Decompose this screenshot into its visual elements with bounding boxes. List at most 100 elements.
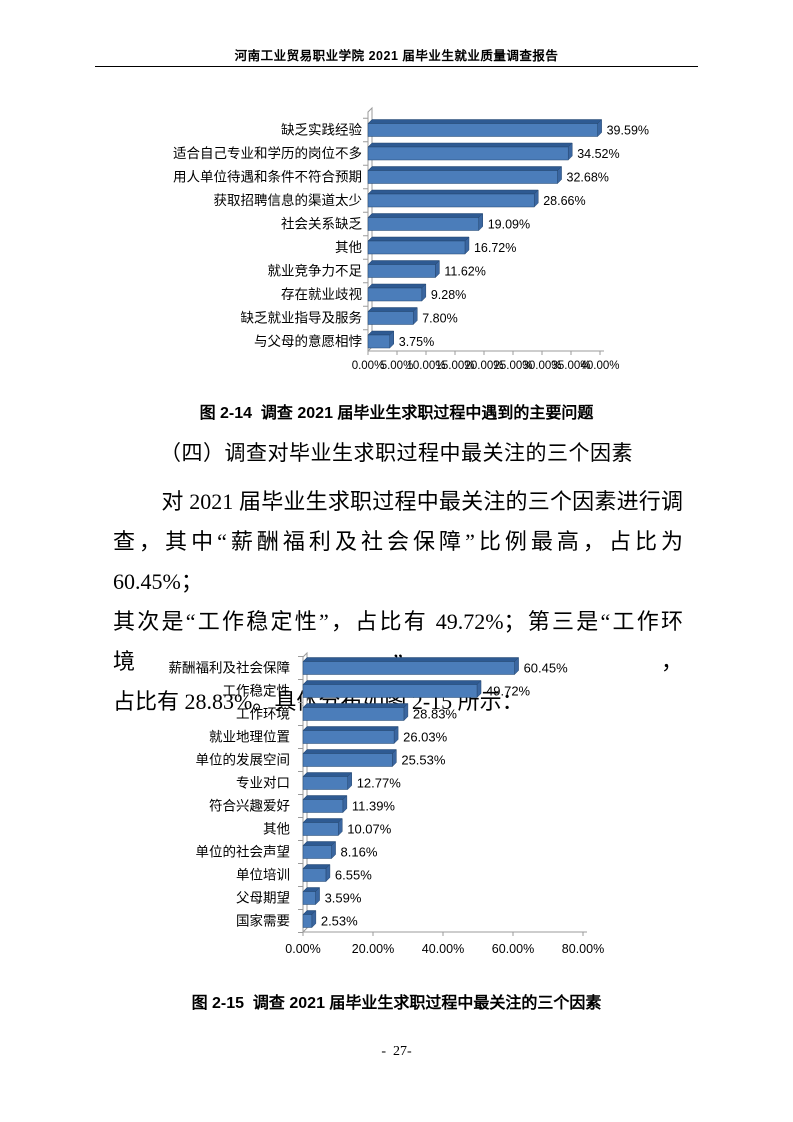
value-label: 7.80% [422,312,457,326]
figure-2-15-chart: 薪酬福利及社会保障 60.45% 工作稳定性 49.72% 工作环境 28.83% 就业地理… [160,645,665,969]
bar [302,684,478,698]
category-label: 社会关系缺乏 [281,217,362,232]
value-label: 3.75% [399,335,434,349]
category-label: 用人单位待遇和条件不符合预期 [173,169,362,185]
figure-2-15-caption: 图 2-15 调查 2021 届毕业生求职过程中最关注的三个因素 [191,995,602,1012]
category-label: 就业竞争力不足 [268,263,363,279]
bar [367,217,479,231]
value-label: 28.83% [413,707,458,722]
bar [302,730,395,744]
chart-canvas: 缺乏实践经验 39.59% 适合自己专业和学历的岗位不多 34.52% 用人单位待遇和条… [173,106,649,372]
bar-top-face [367,330,395,336]
page-number: - 27- [381,1044,412,1059]
bar [367,123,598,137]
x-tick-label: 25.00% [493,360,532,372]
bar-top-face [367,166,563,171]
bar [302,707,405,721]
value-label: 2.53% [321,914,358,929]
bar-top-face [367,142,573,148]
bar-top-face [302,772,353,777]
x-tick-label: 5.00% [381,360,414,372]
figure-2-14-caption: 图 2-14 调查 2021 届毕业生求职过程中遇到的主要问题 [199,405,594,422]
x-tick-label: 40.00% [580,360,619,372]
figure-2-14-chart: 缺乏实践经验 39.59% 适合自己专业和学历的岗位不多 34.52% 用人单位待遇和条… [170,95,662,385]
value-label: 11.39% [352,799,396,814]
category-label: 单位培训 [236,868,290,883]
value-label: 26.03% [403,730,448,745]
bar [302,799,344,813]
x-tick-label: 40.00% [422,942,464,956]
category-label: 适合自己专业和学历的岗位不多 [173,145,362,161]
bar [367,146,569,161]
value-label: 32.68% [567,171,609,185]
x-tick-label: 20.00% [464,360,503,372]
value-label: 10.07% [347,822,392,837]
category-label: 符合兴趣爱好 [209,799,290,814]
category-label: 就业地理位置 [209,730,290,745]
bar-top-face [302,703,409,708]
category-label: 父母期望 [236,891,290,906]
bar [367,334,390,349]
category-label: 与父母的意愿相悖 [254,333,362,349]
category-label: 单位的发展空间 [196,753,291,768]
x-tick-label: 80.00% [562,942,604,956]
bar-top-face [367,189,539,195]
bar-top-face [302,680,482,685]
category-label: 国家需要 [236,913,290,929]
category-label: 工作环境 [236,707,290,722]
x-tick-label: 10.00% [406,360,445,372]
bar-top-face [367,236,470,242]
bar-top-face [302,818,343,823]
value-label: 49.72% [486,684,531,699]
bar-top-face [367,119,603,124]
value-label: 28.66% [543,194,585,208]
bar-top-face [302,749,397,754]
value-label: 3.59% [325,891,362,906]
category-label: 其他 [335,240,362,255]
x-tick-label: 35.00% [551,360,590,372]
bar [302,891,316,905]
category-label: 专业对口 [236,776,290,791]
bar-top-face [302,864,331,869]
value-label: 8.16% [341,845,378,860]
bar-top-face [367,283,427,289]
value-label: 60.45% [524,661,569,676]
value-label: 34.52% [577,147,619,161]
bar-top-face [302,795,348,800]
bar [367,264,436,278]
value-label: 6.55% [335,868,372,883]
x-tick-label: 60.00% [492,942,534,956]
x-tick-label: 0.00% [352,360,385,372]
paragraph-line-2: 查，其中“薪酬福利及社会保障”比例最高，占比为 60.45%； [113,529,683,594]
value-label: 12.77% [357,776,402,791]
x-tick-label: 20.00% [352,942,394,956]
header-divider [95,66,698,67]
chart-canvas: 薪酬福利及社会保障 60.45% 工作稳定性 49.72% 工作环境 28.83% 就业地理… [169,651,604,956]
value-label: 19.09% [488,218,530,232]
bar [367,170,558,184]
value-label: 16.72% [474,241,516,255]
bar-top-face [302,726,399,731]
value-label: 11.62% [444,265,485,279]
bar-top-face [302,841,337,846]
category-label: 获取招聘信息的渠道太少 [214,192,363,208]
bar [302,914,313,928]
category-label: 缺乏就业指导及服务 [241,311,363,326]
bar [302,822,339,836]
category-label: 单位的社会声望 [196,845,291,860]
category-label: 其他 [263,822,290,837]
bar [302,868,327,882]
bar-top-face [302,657,520,662]
x-tick-label: 0.00% [285,942,320,956]
bar [302,845,332,859]
bar [367,193,535,208]
x-tick-label: 30.00% [522,360,561,372]
value-label: 25.53% [401,753,446,768]
bar [367,287,423,302]
category-label: 缺乏实践经验 [281,123,362,138]
x-tick-label: 15.00% [435,360,474,372]
value-label: 9.28% [431,288,466,302]
category-label: 工作稳定性 [223,684,291,699]
bar [367,240,466,255]
